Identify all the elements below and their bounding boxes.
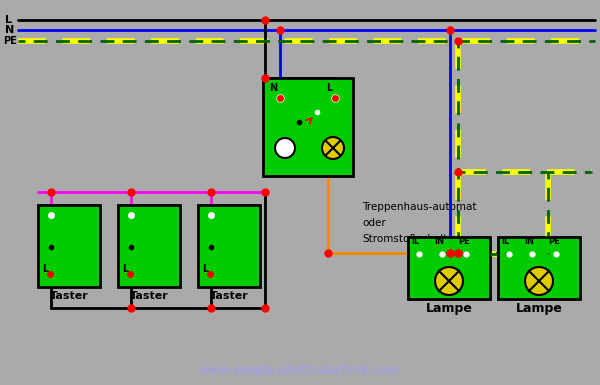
Text: Stromstoßschalter: Stromstoßschalter	[362, 234, 458, 244]
Text: PE: PE	[3, 36, 17, 46]
Text: PE: PE	[548, 237, 560, 246]
Bar	[118, 205, 180, 287]
Text: PE: PE	[458, 237, 470, 246]
Text: L: L	[326, 83, 332, 93]
Text: www.simple.elektrotechnik.com: www.simple.elektrotechnik.com	[200, 364, 400, 377]
Text: Taster: Taster	[50, 291, 88, 301]
Bar	[498, 237, 580, 299]
Text: Lampe: Lampe	[425, 302, 472, 315]
Text: L: L	[5, 15, 12, 25]
Text: N: N	[269, 83, 277, 93]
Circle shape	[275, 138, 295, 158]
Bar	[38, 205, 100, 287]
Text: N: N	[5, 25, 14, 35]
Circle shape	[435, 267, 463, 295]
Circle shape	[322, 137, 344, 159]
Text: L: L	[202, 264, 208, 274]
Text: IN: IN	[434, 237, 444, 246]
Text: oder: oder	[362, 218, 386, 228]
Bar	[198, 205, 260, 287]
Text: L: L	[42, 264, 48, 274]
Text: Taster: Taster	[209, 291, 248, 301]
Text: IL: IL	[411, 237, 419, 246]
Text: Treppenhaus-automat: Treppenhaus-automat	[362, 202, 476, 212]
Circle shape	[525, 267, 553, 295]
Text: IL: IL	[501, 237, 509, 246]
Bar	[263, 78, 353, 176]
Bar	[408, 237, 490, 299]
Text: IN: IN	[524, 237, 534, 246]
Text: Lampe: Lampe	[515, 302, 562, 315]
Text: Taster: Taster	[130, 291, 169, 301]
Text: L: L	[122, 264, 128, 274]
